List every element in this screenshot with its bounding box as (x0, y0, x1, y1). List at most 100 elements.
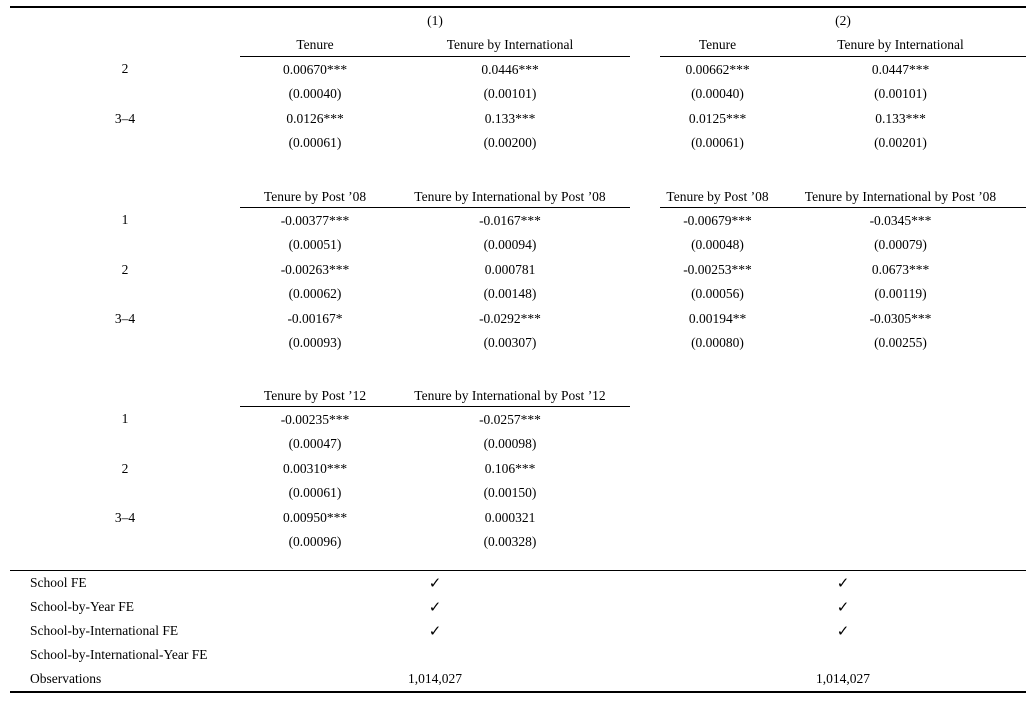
coef-cell: 0.00950*** (282, 509, 348, 525)
table-row: (0.00061) (0.00200) (0.00061) (0.00201) (10, 131, 1026, 155)
observations-value: 1,014,027 (408, 671, 462, 686)
observations-value: 1,014,027 (816, 671, 870, 686)
table-row: School-by-Year FE ✓ ✓ (10, 595, 1026, 619)
se-cell: (0.00200) (483, 135, 537, 150)
table-row: School-by-International FE ✓ ✓ (10, 619, 1026, 643)
footer-label: School-by-International-Year FE (30, 647, 208, 662)
footer-label: Observations (30, 671, 102, 686)
col-header-tenure-g2: Tenure (660, 34, 775, 57)
table-row: (0.00040) (0.00101) (0.00040) (0.00101) (10, 82, 1026, 106)
se-cell: (0.00255) (874, 335, 927, 350)
checkmark-icon: ✓ (428, 599, 442, 616)
coef-cell: -0.0167*** (479, 212, 541, 228)
table-row: 1 -0.00377*** -0.0167*** -0.00679*** -0.… (10, 208, 1026, 234)
coef-cell: 0.133*** (875, 110, 926, 126)
coef-cell: 0.133*** (484, 110, 536, 126)
checkmark-icon: ✓ (836, 599, 850, 616)
table-row: 1 -0.00235*** -0.0257*** (10, 407, 1026, 433)
se-cell: (0.00051) (288, 237, 342, 252)
coef-cell: -0.00253*** (683, 261, 752, 277)
coef-cell: -0.00263*** (280, 261, 350, 277)
coef-cell: 0.00310*** (282, 460, 348, 476)
row-label: 3–4 (114, 509, 136, 525)
footer-label: School FE (10, 570, 240, 595)
table-row: 2 -0.00263*** 0.000781 -0.00253*** 0.067… (10, 257, 1026, 282)
coef-cell: 0.000781 (484, 261, 536, 277)
col-header-tenure-intl-g2: Tenure by International (775, 34, 1026, 57)
row-label: 2 (121, 61, 129, 77)
row-label: 2 (121, 460, 129, 476)
coef-cell: 0.00662*** (685, 61, 750, 77)
se-cell: (0.00040) (288, 86, 342, 101)
table-row: 3–4 -0.00167* -0.0292*** 0.00194** -0.03… (10, 306, 1026, 331)
coef-cell: -0.0345*** (869, 212, 932, 228)
coef-cell: -0.00235*** (280, 411, 350, 427)
regression-results-table: (1) (2) Tenure Tenure by International T… (10, 6, 1026, 693)
table-row: Observations 1,014,027 1,014,027 (10, 667, 1026, 692)
block2-header-row: Tenure by Post ’08 Tenure by Internation… (10, 186, 1026, 208)
row-label: 3–4 (114, 310, 136, 326)
group-spacer (630, 7, 660, 34)
footer-label: School-by-International FE (30, 623, 179, 638)
col-header-tenure-intl-g1: Tenure by International (390, 34, 630, 57)
se-cell: (0.00094) (483, 237, 537, 252)
spacer-row (10, 554, 1026, 571)
coef-cell: 0.0673*** (871, 261, 930, 277)
table-row: (0.00093) (0.00307) (0.00080) (0.00255) (10, 331, 1026, 355)
se-cell: (0.00096) (288, 534, 342, 549)
table-row: 3–4 0.0126*** 0.133*** 0.0125*** 0.133**… (10, 106, 1026, 131)
se-cell: (0.00119) (874, 286, 927, 301)
table-row: 3–4 0.00950*** 0.000321 (10, 505, 1026, 530)
table-row: 2 0.00670*** 0.0446*** 0.00662*** 0.0447… (10, 57, 1026, 83)
coef-cell: 0.000321 (484, 509, 536, 525)
checkmark-icon: ✓ (836, 623, 850, 640)
col-header-tenure-intl-post12-g1: Tenure by International by Post ’12 (390, 385, 630, 407)
coef-cell: 0.00194** (688, 310, 747, 326)
se-cell: (0.00201) (874, 135, 927, 150)
coef-cell: 0.0447*** (871, 61, 930, 77)
coef-cell: -0.00167* (287, 310, 343, 326)
table-row: (0.00096) (0.00328) (10, 530, 1026, 554)
se-cell: (0.00056) (691, 286, 744, 301)
col-header-tenure-post08-g1: Tenure by Post ’08 (240, 186, 390, 208)
coef-cell: 0.0446*** (481, 61, 539, 77)
block1-header-row: Tenure Tenure by International Tenure Te… (10, 34, 1026, 57)
se-cell: (0.00098) (483, 436, 537, 451)
footer-label: School-by-Year FE (30, 599, 134, 614)
se-cell: (0.00307) (483, 335, 537, 350)
corner-cell (10, 7, 240, 34)
col-header-tenure-post08-g2: Tenure by Post ’08 (660, 186, 775, 208)
se-cell: (0.00047) (288, 436, 342, 451)
coef-cell: -0.0305*** (869, 310, 932, 326)
spacer-row (10, 355, 1026, 385)
row-label: 1 (121, 411, 129, 427)
coef-cell: -0.0257*** (479, 411, 541, 427)
coef-cell: 0.0126*** (286, 110, 344, 126)
se-cell: (0.00061) (691, 135, 744, 150)
checkmark-icon: ✓ (240, 570, 630, 595)
table-row: School-by-International-Year FE (10, 643, 1026, 667)
col-header-tenure-intl-post08-g2: Tenure by International by Post ’08 (775, 186, 1026, 208)
coef-cell: 0.106*** (484, 460, 536, 476)
se-cell: (0.00061) (288, 485, 342, 500)
row-label: 2 (121, 261, 129, 277)
checkmark-icon: ✓ (660, 570, 1026, 595)
col-header-tenure-post12-g1: Tenure by Post ’12 (240, 385, 390, 407)
se-cell: (0.00150) (483, 485, 537, 500)
se-cell: (0.00328) (483, 534, 537, 549)
coef-cell: 0.00670*** (282, 61, 348, 77)
row-label: 1 (121, 212, 129, 228)
coef-cell: -0.00679*** (683, 212, 752, 228)
group-2-header: (2) (835, 13, 851, 28)
table-row: (0.00062) (0.00148) (0.00056) (0.00119) (10, 282, 1026, 306)
table-row: 2 0.00310*** 0.106*** (10, 456, 1026, 481)
checkmark-icon: ✓ (428, 623, 442, 640)
table-row: (0.00047) (0.00098) (10, 432, 1026, 456)
se-cell: (0.00048) (691, 237, 744, 252)
group-header-row: (1) (2) (10, 7, 1026, 34)
row-label: 3–4 (114, 110, 136, 126)
coef-cell: 0.0125*** (688, 110, 747, 126)
se-cell: (0.00093) (288, 335, 342, 350)
se-cell: (0.00079) (874, 237, 927, 252)
se-cell: (0.00040) (691, 86, 744, 101)
